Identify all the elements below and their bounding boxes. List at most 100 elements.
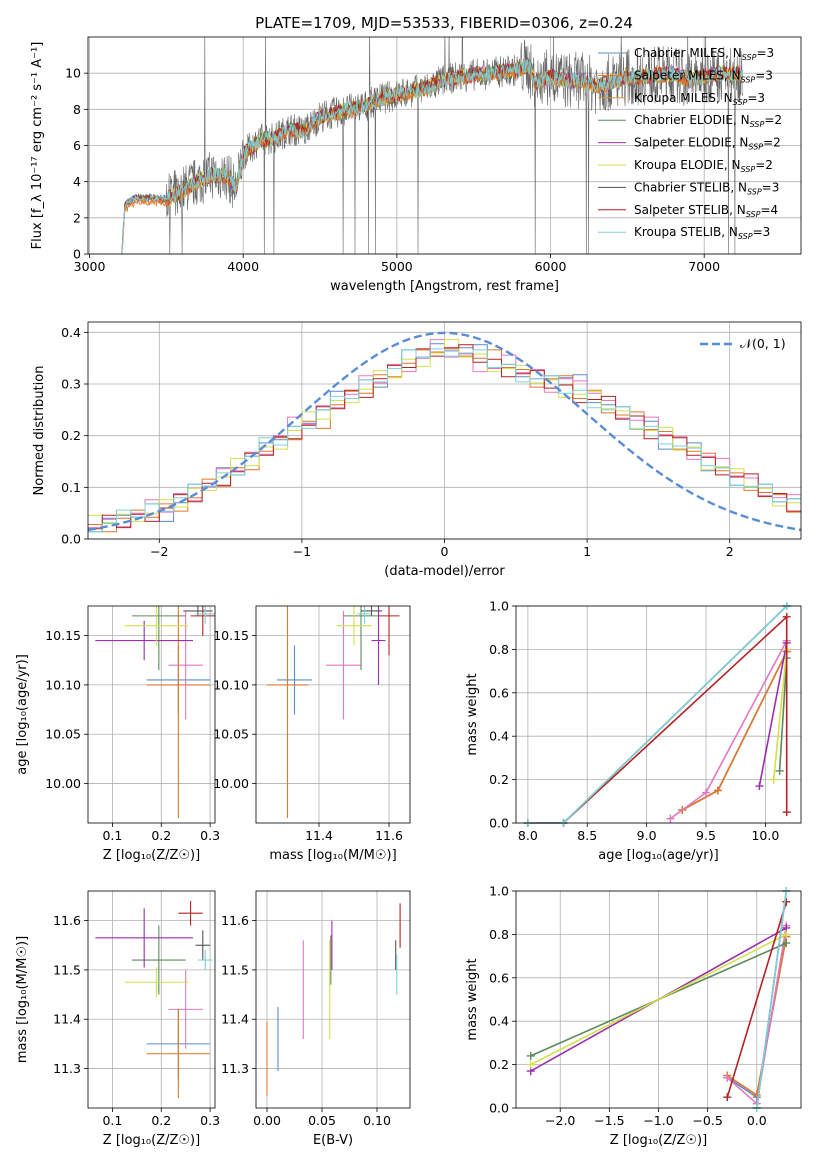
y-tick-label: 0.0 bbox=[489, 1101, 509, 1116]
y-tick-label: 11.6 bbox=[221, 913, 249, 928]
legend-label: Salpeter ELODIE, NSSP=2 bbox=[634, 136, 781, 152]
weight-marker bbox=[723, 1073, 732, 1082]
hist-plot bbox=[88, 331, 801, 533]
y-tick-label: 0.8 bbox=[489, 642, 509, 657]
gridlines bbox=[516, 605, 801, 824]
weight-line bbox=[681, 651, 788, 811]
weight-line bbox=[772, 649, 788, 780]
y-tick-label: 6 bbox=[73, 138, 81, 153]
weight-marker bbox=[752, 1090, 761, 1099]
histogram-step bbox=[88, 339, 801, 523]
axes-mass-weight-vs-age: 8.0 8.5 9.0 9.5 10.0 0.0 0.2 0.4 0.6 0.8 1.0 age [l… bbox=[465, 599, 802, 863]
weight-marker bbox=[755, 782, 764, 791]
weight-marker bbox=[782, 808, 791, 817]
x-tick-label: 8.5 bbox=[577, 828, 597, 843]
y-tick-label: 0.2 bbox=[61, 428, 81, 443]
weight-line bbox=[778, 658, 788, 771]
x-tick-label: 1 bbox=[583, 544, 591, 559]
y-tick-label: 0.6 bbox=[489, 970, 509, 985]
axes-frame bbox=[255, 890, 411, 1109]
axes-mass-vs-Z: 0.1 0.2 0.3 11.3 11.4 11.5 11.6 Z [log₁₀(Z/Z☉)]… bbox=[15, 890, 220, 1148]
y-tick-label: 0.0 bbox=[61, 532, 81, 547]
y-tick-label: 0.4 bbox=[489, 729, 509, 744]
y-tick-label: 10.00 bbox=[213, 776, 249, 791]
x-axis-label: Z [log₁₀(Z/Z☉)] bbox=[103, 1133, 200, 1148]
y-tick-label: 11.5 bbox=[53, 962, 81, 977]
y-tick-label: 8 bbox=[73, 102, 81, 117]
y-tick-label: 11.6 bbox=[53, 913, 81, 928]
y-tick-label: 0.4 bbox=[489, 1014, 509, 1029]
x-tick-label: 9.0 bbox=[637, 828, 657, 843]
x-tick-label: 0.00 bbox=[253, 1113, 281, 1128]
legend-label: Salpeter MILES, NSSP=3 bbox=[634, 68, 773, 84]
x-tick-label: 5000 bbox=[381, 259, 413, 274]
axes-age-vs-mass: 11.4 11.6 10.00 10.05 10.10 10.15 mass [log₁₀(… bbox=[213, 605, 411, 863]
x-axis-label: Z [log₁₀(Z/Z☉)] bbox=[103, 848, 200, 863]
legend: Chabrier MILES, NSSP=3 Salpeter MILES, NS… bbox=[598, 46, 782, 241]
figure-title: PLATE=1709, MJD=53533, FIBERID=0306, z=0… bbox=[255, 14, 633, 32]
y-tick-label: 1.0 bbox=[489, 599, 509, 614]
x-tick-label: −2 bbox=[150, 544, 168, 559]
x-tick-label: 11.4 bbox=[305, 828, 333, 843]
x-tick-label: 10.0 bbox=[751, 828, 779, 843]
y-axis-label: mass [log₁₀(M/M☉)] bbox=[15, 936, 30, 1063]
x-tick-label: −0.5 bbox=[692, 1113, 722, 1128]
weight-line bbox=[756, 890, 788, 1109]
weight-marker bbox=[775, 766, 784, 775]
weight-marker bbox=[723, 1093, 732, 1102]
gridlines bbox=[88, 606, 215, 823]
y-tick-label: 0.2 bbox=[489, 1057, 509, 1072]
y-axis-label: mass weight bbox=[465, 673, 480, 755]
histogram-step bbox=[88, 348, 801, 533]
y-tick-label: 0.2 bbox=[489, 772, 509, 787]
x-axis-label: (data-model)/error bbox=[384, 564, 505, 579]
legend-label: Kroupa STELIB, NSSP=3 bbox=[634, 225, 770, 241]
errorbar-plot bbox=[95, 606, 215, 819]
weight-marker bbox=[666, 814, 675, 823]
x-tick-label: 7000 bbox=[688, 259, 720, 274]
gridlines bbox=[256, 891, 410, 1108]
y-tick-label: 10.05 bbox=[213, 727, 249, 742]
x-tick-label: 0.2 bbox=[151, 828, 171, 843]
x-tick-label: 3000 bbox=[74, 259, 106, 274]
x-tick-label: 4000 bbox=[227, 259, 259, 274]
x-tick-label: 11.6 bbox=[375, 828, 403, 843]
y-tick-label: 10 bbox=[65, 66, 81, 81]
x-tick-label: 0.1 bbox=[102, 828, 122, 843]
spectrum-line bbox=[121, 58, 744, 254]
y-axis-label: Flux [f_λ 10⁻¹⁷ erg cm⁻² s⁻¹ A⁻¹] bbox=[30, 42, 45, 250]
y-axis-label: age [log₁₀(age/yr)] bbox=[15, 654, 30, 775]
x-tick-label: 0.2 bbox=[151, 1113, 171, 1128]
legend-label: Kroupa MILES, NSSP=3 bbox=[634, 91, 765, 107]
y-tick-label: 10.15 bbox=[45, 628, 81, 643]
errorbar-plot bbox=[266, 903, 401, 1096]
legend-label: Salpeter STELIB, NSSP=4 bbox=[634, 203, 778, 219]
y-axis-label: mass weight bbox=[465, 958, 480, 1040]
axes-frame bbox=[515, 605, 802, 824]
weight-marker bbox=[782, 612, 791, 621]
legend-label: Kroupa ELODIE, NSSP=2 bbox=[634, 158, 773, 174]
y-tick-label: 0.4 bbox=[61, 325, 81, 340]
weight-marker bbox=[782, 930, 791, 939]
weight-marker bbox=[702, 788, 710, 797]
x-tick-label: 0.0 bbox=[747, 1113, 767, 1128]
x-tick-label: 0.10 bbox=[363, 1113, 391, 1128]
weight-line bbox=[681, 651, 788, 811]
axes-frame bbox=[87, 890, 216, 1109]
axes-frame bbox=[515, 890, 802, 1109]
y-tick-label: 10.10 bbox=[213, 677, 249, 692]
weight-plot bbox=[526, 887, 791, 1112]
axes-mass-vs-ebv: 0.00 0.05 0.10 11.3 11.4 11.5 11.6 E(B-V) bbox=[221, 890, 411, 1148]
weight-marker bbox=[713, 786, 722, 795]
weight-line bbox=[758, 642, 788, 787]
weight-marker bbox=[526, 1060, 535, 1069]
y-tick-label: 10.15 bbox=[213, 628, 249, 643]
y-tick-label: 0.8 bbox=[489, 927, 509, 942]
axes-mass-weight-vs-Z: −2.0 −1.5 −1.0 −0.5 0.0 0.0 0.2 0.4 0.6 0.8 1.0 Z [… bbox=[465, 884, 802, 1148]
weight-marker bbox=[526, 1051, 535, 1060]
y-tick-label: 0 bbox=[73, 247, 81, 262]
weight-marker bbox=[782, 897, 791, 906]
legend-label: Chabrier STELIB, NSSP=3 bbox=[634, 180, 779, 196]
y-tick-label: 11.3 bbox=[221, 1061, 249, 1076]
